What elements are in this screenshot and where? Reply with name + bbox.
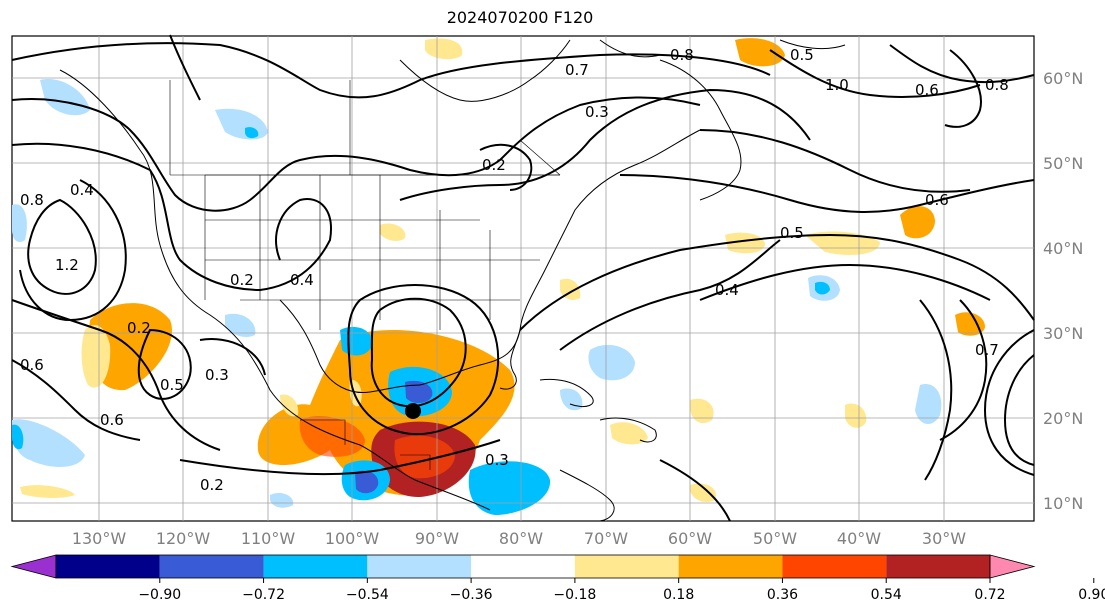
colorbar-tick-label: −0.18 xyxy=(553,587,596,603)
lat-label: 30°N xyxy=(1043,324,1083,343)
contour-label: 0.2 xyxy=(127,319,151,337)
colorbar-tick-label: 0.54 xyxy=(871,587,902,603)
colorbar-box xyxy=(886,555,990,578)
contour-label: 0.6 xyxy=(20,356,44,374)
lat-label: 10°N xyxy=(1043,494,1083,513)
colorbar-box xyxy=(678,555,783,578)
lon-label: 130°W xyxy=(72,529,127,548)
lon-label: 60°W xyxy=(668,529,712,548)
map-title: 2024070200 F120 xyxy=(446,8,594,27)
lon-label: 40°W xyxy=(837,529,881,548)
latitude-labels: 60°N 50°N 40°N 30°N 20°N 10°N xyxy=(1043,69,1083,513)
contour-label: 0.3 xyxy=(485,451,509,469)
storm-center-marker xyxy=(405,403,421,419)
contour-label: 0.8 xyxy=(985,76,1009,94)
colorbar-tick-label: 0.72 xyxy=(974,587,1005,603)
lon-label: 50°W xyxy=(753,529,797,548)
longitude-labels: 130°W 120°W 110°W 100°W 90°W 80°W 70°W 6… xyxy=(72,529,966,548)
colorbar-tick-label: −0.54 xyxy=(346,587,389,603)
lat-label: 60°N xyxy=(1043,69,1083,88)
lon-label: 110°W xyxy=(241,529,296,548)
contour-label: 1.0 xyxy=(825,76,849,94)
contour-label: 0.6 xyxy=(915,81,939,99)
lon-label: 30°W xyxy=(922,529,966,548)
contour-label: 0.5 xyxy=(790,46,814,64)
contour-label: 0.8 xyxy=(670,46,694,64)
colorbar: −0.90 −0.72 −0.54 −0.36 −0.18 0.18 0.36 0.54 0.7… xyxy=(10,554,1105,603)
coastlines xyxy=(59,39,846,522)
colorbar-tick-label: 0.36 xyxy=(767,587,798,603)
contour-label: 0.7 xyxy=(975,341,999,359)
colorbar-tick-label: 0.90 xyxy=(1078,587,1105,603)
colorbar-tick-label: −0.72 xyxy=(242,587,285,603)
colorbar-box xyxy=(263,555,368,578)
colorbar-box xyxy=(782,555,887,578)
contour-label: 0.2 xyxy=(482,156,506,174)
lon-label: 90°W xyxy=(415,529,459,548)
lat-label: 50°N xyxy=(1043,154,1083,173)
lon-label: 100°W xyxy=(325,529,380,548)
contour-label-group: 0.2 0.2 0.2 0.2 0.3 0.3 0.3 0.4 0.4 0.4 … xyxy=(20,46,1009,494)
colorbar-tick-label: −0.36 xyxy=(450,587,493,603)
contour-label: 0.4 xyxy=(715,281,739,299)
lat-label: 20°N xyxy=(1043,409,1083,428)
contour-label: 0.2 xyxy=(200,476,224,494)
contour-label: 0.5 xyxy=(780,224,804,242)
colorbar-box xyxy=(471,555,575,578)
lon-label: 120°W xyxy=(156,529,211,548)
contour-label: 0.6 xyxy=(925,191,949,209)
contour-label: 0.3 xyxy=(205,366,229,384)
contour-label: 0.6 xyxy=(100,411,124,429)
contour-label: 0.3 xyxy=(585,103,609,121)
colorbar-tick-label: 0.18 xyxy=(663,587,694,603)
colorbar-extend-high xyxy=(989,554,1036,579)
colorbar-tick-label: −0.90 xyxy=(138,587,181,603)
contour-label: 0.7 xyxy=(565,61,589,79)
state-borders xyxy=(169,80,561,470)
colorbar-box xyxy=(159,555,264,578)
contour-label: 0.8 xyxy=(20,191,44,209)
map-frame xyxy=(11,35,1035,522)
colorbar-box xyxy=(574,555,679,578)
contour-label: 1.2 xyxy=(55,256,79,274)
contour-label: 0.4 xyxy=(70,181,94,199)
colorbar-extend-low xyxy=(10,554,57,579)
contours xyxy=(11,34,1035,522)
contour-label: 0.4 xyxy=(290,271,314,289)
contour-label: 0.2 xyxy=(230,271,254,289)
shaded-fields xyxy=(12,38,985,515)
colorbar-box xyxy=(56,555,160,578)
contour-label: 0.5 xyxy=(160,376,184,394)
lat-label: 40°N xyxy=(1043,239,1083,258)
colorbar-box xyxy=(367,555,472,578)
lon-label: 70°W xyxy=(584,529,628,548)
colorbar-outline xyxy=(55,554,991,579)
lon-label: 80°W xyxy=(499,529,543,548)
